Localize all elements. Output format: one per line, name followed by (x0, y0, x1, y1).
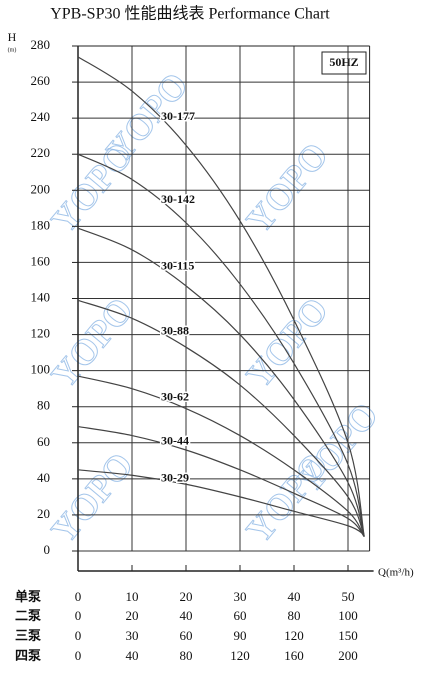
row-value: 80 (180, 648, 193, 663)
x-tick-label: 20 (180, 589, 193, 604)
row-value: 100 (338, 608, 358, 623)
x-tick-label: 50 (342, 589, 355, 604)
y-tick-label: 240 (31, 109, 51, 124)
y-tick-label: 0 (44, 542, 51, 557)
row-value: 120 (230, 648, 250, 663)
curve (77, 56, 365, 537)
y-tick-label: 140 (31, 289, 51, 304)
row-value: 40 (180, 608, 193, 623)
row-value: 30 (126, 628, 139, 643)
y-axis-label: H (8, 30, 17, 44)
annotation-box (321, 51, 367, 75)
y-tick-label: 280 (31, 37, 51, 52)
row-value: 150 (338, 628, 358, 643)
row-value: 60 (180, 628, 193, 643)
row-value: 90 (234, 628, 247, 643)
row-value: 0 (75, 648, 82, 663)
row-label: 单泵 (15, 589, 41, 604)
y-tick-label: 200 (31, 181, 51, 196)
curve-label: 30-115 (161, 259, 194, 273)
y-tick-label: 120 (31, 326, 51, 341)
y-tick-label: 20 (37, 506, 50, 521)
y-axis-unit: (m) (8, 46, 17, 53)
watermark: YOPO (43, 445, 140, 550)
annotation: 50HZ (329, 55, 358, 69)
row-value: 0 (75, 608, 82, 623)
y-tick-label: 160 (31, 253, 51, 268)
x-axis-label: Q(m³/h) (378, 567, 414, 579)
row-label: 二泵 (15, 608, 41, 623)
curve-label: 30-88 (161, 324, 189, 338)
curve-label: 30-177 (161, 109, 195, 123)
row-value: 20 (126, 608, 139, 623)
y-tick-label: 260 (31, 73, 51, 88)
curve (77, 469, 365, 536)
row-value: 40 (126, 648, 139, 663)
curve (77, 153, 365, 537)
y-tick-label: 180 (31, 217, 51, 232)
x-tick-label: 10 (126, 589, 139, 604)
row-value: 160 (284, 648, 304, 663)
row-label: 三泵 (15, 628, 41, 643)
x-tick-label: 30 (234, 589, 247, 604)
curve (77, 375, 365, 537)
y-tick-label: 40 (37, 470, 50, 485)
row-value: 0 (75, 628, 82, 643)
curve-label: 30-29 (161, 471, 189, 485)
y-tick-label: 100 (31, 362, 51, 377)
y-tick-label: 220 (31, 145, 51, 160)
row-value: 120 (284, 628, 304, 643)
watermark: YOPO (43, 135, 140, 240)
y-tick-label: 60 (37, 434, 50, 449)
watermark: YOPO (238, 135, 335, 240)
curve-label: 30-62 (161, 389, 189, 403)
x-tick-label: 40 (288, 589, 301, 604)
row-value: 60 (234, 608, 247, 623)
curve (77, 299, 365, 537)
row-value: 200 (338, 648, 358, 663)
curve-label: 30-44 (161, 434, 189, 448)
curve (77, 425, 365, 537)
x-tick-label: 0 (75, 589, 82, 604)
row-label: 四泵 (15, 648, 41, 663)
curve (77, 227, 365, 537)
chart-title: YPB-SP30 性能曲线表 Performance Chart (50, 5, 330, 23)
row-value: 80 (288, 608, 301, 623)
curve-label: 30-142 (161, 192, 195, 206)
y-tick-label: 80 (37, 398, 50, 413)
